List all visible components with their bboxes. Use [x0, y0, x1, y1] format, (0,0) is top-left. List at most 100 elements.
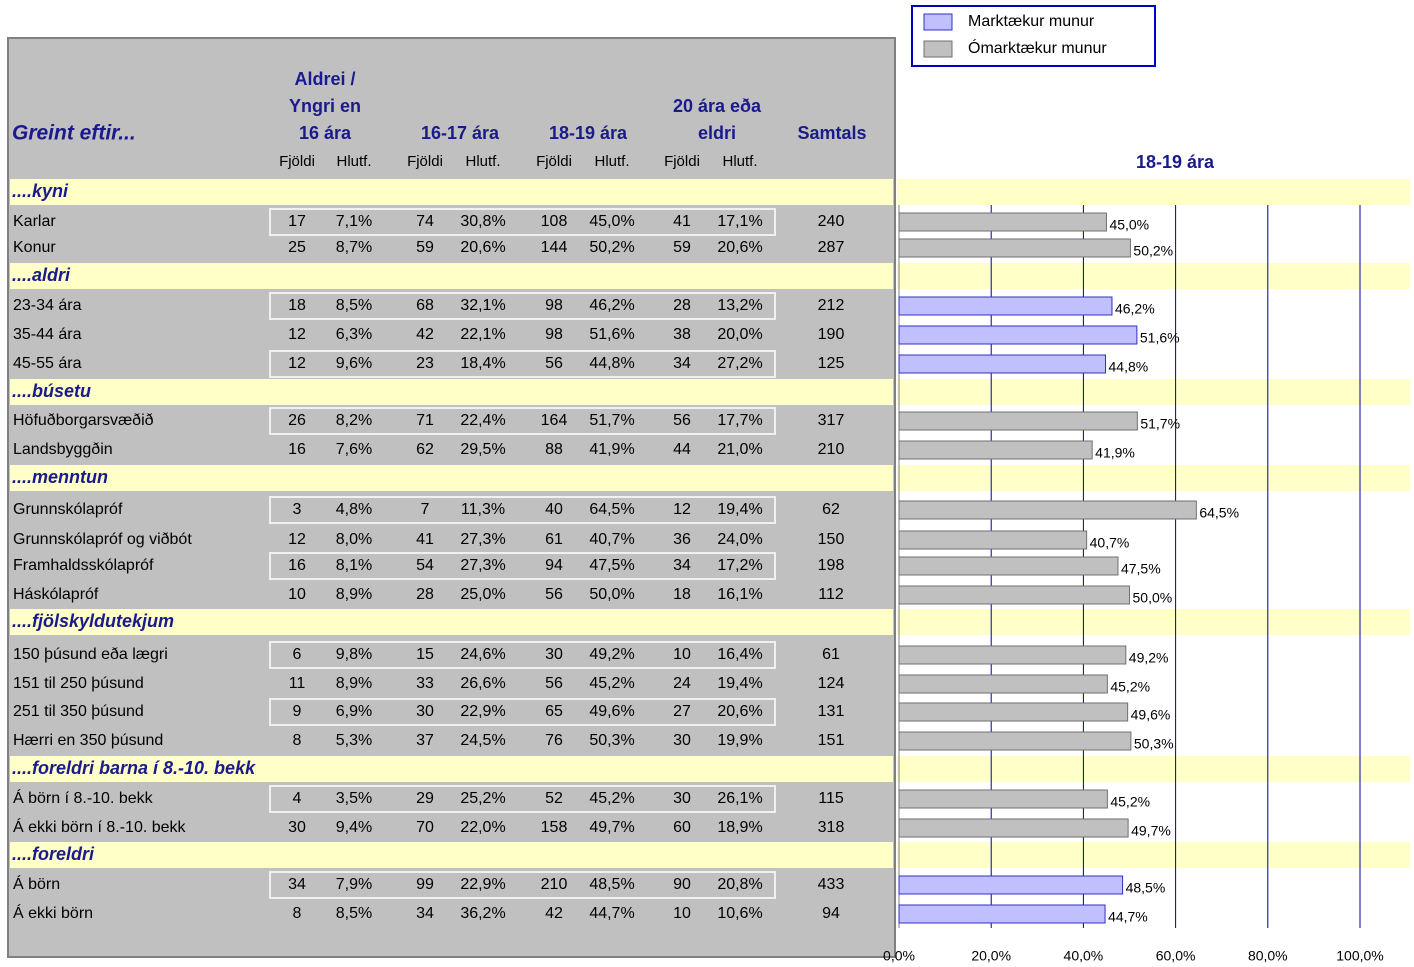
cell: 4 — [293, 790, 302, 807]
section-band — [10, 263, 893, 289]
cell: 131 — [818, 703, 845, 720]
cell: 29,5% — [460, 441, 505, 458]
bar-label: 41,9% — [1095, 445, 1135, 461]
legend-swatch — [923, 13, 953, 31]
x-tick-label: 80,0% — [1248, 948, 1288, 964]
cell: 22,9% — [460, 703, 505, 720]
cell: 30 — [288, 819, 306, 836]
section-band — [897, 842, 1410, 868]
cell: 9,4% — [336, 819, 372, 836]
cell: 12 — [288, 531, 306, 548]
cell: 24,5% — [460, 732, 505, 749]
row-label: Höfuðborgarsvæðið — [13, 412, 154, 429]
row-label: 150 þúsund eða lægri — [13, 646, 168, 663]
row-label: Hærri en 350 þúsund — [13, 732, 163, 749]
cell: 34 — [288, 876, 306, 893]
row-label: Landsbyggðin — [13, 441, 113, 458]
cell: 42 — [416, 326, 434, 343]
cell: 198 — [818, 557, 845, 574]
cell: 18,4% — [460, 355, 505, 372]
cell: 16,1% — [717, 586, 762, 603]
cell: 29 — [416, 790, 434, 807]
section-label: ....kyni — [12, 181, 69, 201]
row-box — [269, 785, 776, 813]
cell: 38 — [673, 326, 691, 343]
bar — [898, 212, 1107, 232]
cell: 8,7% — [336, 239, 372, 256]
cell: 25,2% — [460, 790, 505, 807]
bar-label: 50,2% — [1133, 243, 1173, 259]
cell: 52 — [545, 790, 563, 807]
x-tick-label: 100,0% — [1336, 948, 1383, 964]
cell: 33 — [416, 675, 434, 692]
cell: 27,3% — [460, 557, 505, 574]
section-band — [897, 465, 1410, 491]
cell: 10,6% — [717, 905, 762, 922]
cell: 22,0% — [460, 819, 505, 836]
legend-swatch — [923, 40, 953, 58]
section-band — [10, 465, 893, 491]
bar — [898, 702, 1129, 722]
cell: 68 — [416, 297, 434, 314]
cell: 56 — [545, 675, 563, 692]
cell: 9,6% — [336, 355, 372, 372]
section-label: ....fjölskyldutekjum — [12, 611, 174, 631]
cell: 144 — [541, 239, 568, 256]
cell: 112 — [818, 586, 844, 603]
cell: 18,9% — [717, 819, 762, 836]
cell: 30 — [416, 703, 434, 720]
cell: 19,9% — [717, 732, 762, 749]
row-label: Á ekki börn — [13, 903, 93, 922]
cell: 8,2% — [336, 412, 372, 429]
cell: 6,9% — [336, 703, 372, 720]
cell: 240 — [818, 213, 845, 230]
cell: 115 — [818, 790, 844, 807]
cell: 20,6% — [460, 239, 505, 256]
cell: 36,2% — [460, 905, 505, 922]
bar-label: 49,6% — [1131, 707, 1171, 723]
bar-label: 40,7% — [1090, 535, 1130, 551]
bar — [898, 875, 1124, 895]
x-tick-label: 20,0% — [971, 948, 1011, 964]
x-tick-label: 40,0% — [1064, 948, 1104, 964]
sub-header: Fjöldi — [279, 153, 315, 170]
cell: 94 — [545, 557, 563, 574]
cell: 34 — [673, 557, 691, 574]
cell: 158 — [541, 819, 568, 836]
row-box — [269, 871, 776, 899]
cell: 26,6% — [460, 675, 505, 692]
bar-label: 49,7% — [1131, 823, 1171, 839]
cell: 20,6% — [717, 703, 762, 720]
bar — [898, 645, 1127, 665]
bar-label: 45,2% — [1110, 794, 1150, 810]
section-band — [10, 379, 893, 405]
cell: 37 — [416, 732, 434, 749]
row-label: 45-55 ára — [13, 355, 82, 372]
cell: 19,4% — [717, 675, 762, 692]
row-box — [269, 496, 776, 524]
cell: 3 — [293, 501, 302, 518]
cell: 40,7% — [589, 531, 634, 548]
bar-label: 50,3% — [1134, 736, 1174, 752]
row-label: Karlar — [13, 213, 56, 230]
cell: 6 — [293, 646, 302, 663]
row-label: Framhaldsskólapróf — [13, 557, 154, 574]
cell: 56 — [545, 355, 563, 372]
section-label: ....foreldri — [12, 844, 95, 864]
column-header: Yngri en — [289, 96, 361, 116]
legend-label: Ómarktækur munur — [968, 38, 1107, 57]
cell: 61 — [822, 646, 840, 663]
cell: 317 — [818, 412, 845, 429]
section-band — [10, 609, 893, 635]
bar — [898, 789, 1108, 809]
sub-header: Hlutf. — [465, 153, 500, 170]
cell: 212 — [818, 297, 845, 314]
cell: 48,5% — [589, 876, 634, 893]
cell: 11 — [289, 675, 306, 692]
cell: 22,4% — [460, 412, 505, 429]
section-label: ....búsetu — [12, 381, 91, 401]
cell: 11,3% — [461, 501, 505, 518]
cell: 44,8% — [589, 355, 634, 372]
section-band — [10, 179, 893, 205]
